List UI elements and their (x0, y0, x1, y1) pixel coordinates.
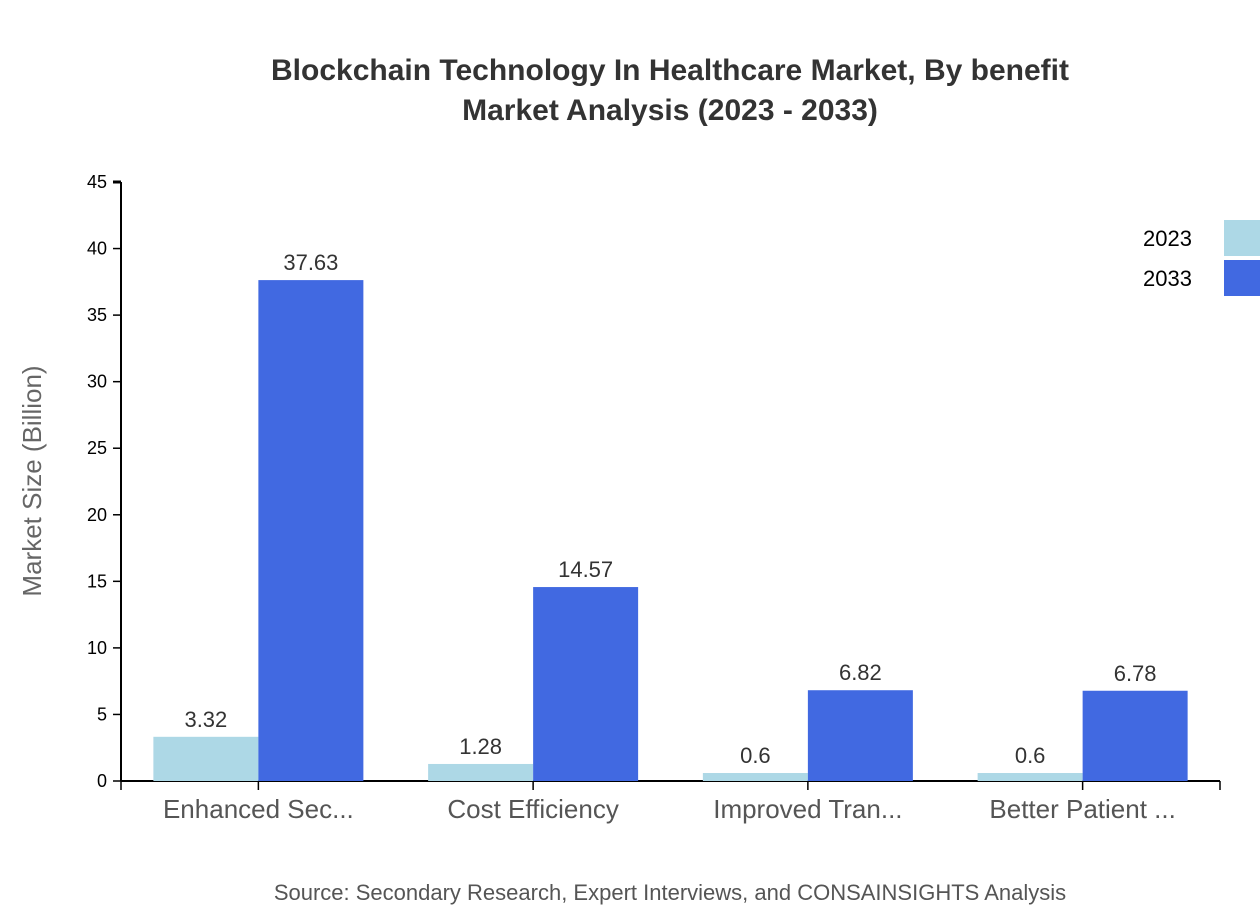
y-axis-label: Market Size (Billion) (17, 365, 47, 596)
data-label: 6.82 (839, 660, 882, 685)
legend-label: 2033 (1143, 266, 1192, 291)
data-label: 37.63 (283, 250, 338, 275)
bar-2023 (977, 773, 1083, 781)
bar-2023 (153, 736, 259, 781)
y-tick-label: 0 (97, 771, 107, 791)
legend-swatch (1224, 220, 1260, 256)
chart-title: Blockchain Technology In Healthcare Mark… (271, 54, 1069, 87)
bar-2033 (807, 690, 913, 781)
data-label: 1.28 (459, 734, 502, 759)
x-tick-label: Better Patient ... (989, 794, 1175, 824)
y-tick-label: 10 (87, 638, 107, 658)
data-label: 0.6 (740, 743, 771, 768)
data-label: 3.32 (184, 707, 227, 732)
y-tick-label: 25 (87, 438, 107, 458)
source-note: Source: Secondary Research, Expert Inter… (274, 880, 1066, 905)
bar-2023 (702, 773, 808, 781)
data-label: 6.78 (1114, 661, 1157, 686)
x-tick-label: Improved Tran... (713, 794, 902, 824)
y-tick-label: 45 (87, 172, 107, 192)
bar-2033 (258, 280, 364, 781)
y-tick-label: 5 (97, 704, 107, 724)
chart-subtitle: Market Analysis (2023 - 2033) (462, 94, 878, 127)
y-tick-label: 35 (87, 305, 107, 325)
y-tick-label: 15 (87, 571, 107, 591)
y-tick-label: 40 (87, 239, 107, 259)
bar-2033 (533, 587, 639, 781)
legend-label: 2023 (1143, 226, 1192, 251)
data-label: 14.57 (558, 557, 613, 582)
data-label: 0.6 (1015, 743, 1046, 768)
bar-2023 (428, 763, 534, 781)
bar-2033 (1082, 690, 1188, 781)
x-tick-label: Enhanced Sec... (163, 794, 354, 824)
y-tick-label: 30 (87, 372, 107, 392)
x-tick-label: Cost Efficiency (447, 794, 618, 824)
legend-swatch (1224, 260, 1260, 296)
y-tick-label: 20 (87, 505, 107, 525)
